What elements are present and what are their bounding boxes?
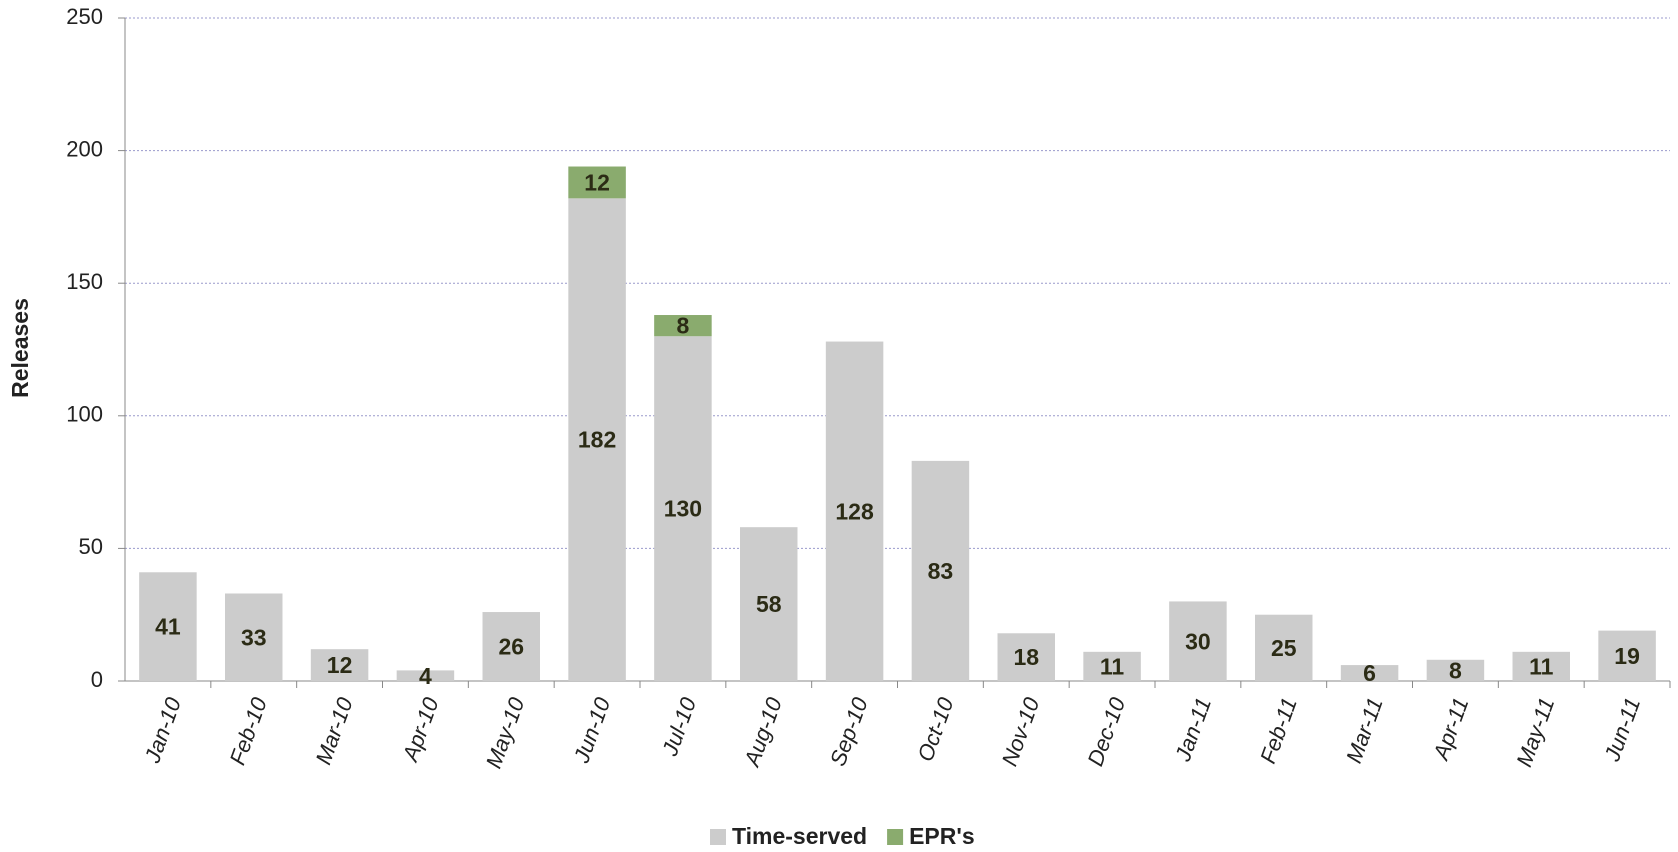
value-label: 30 <box>1185 628 1211 654</box>
bar-segment <box>1169 601 1227 681</box>
x-tick-label: Apr-10 <box>397 693 444 766</box>
x-tick-label: Mar-11 <box>1341 694 1388 766</box>
bar-segment <box>654 315 712 337</box>
y-tick-label: 0 <box>91 667 103 692</box>
x-tick-label: Nov-10 <box>997 693 1045 769</box>
bar-segment <box>1340 665 1399 681</box>
value-label: 41 <box>155 614 181 640</box>
x-tick-label: Aug-10 <box>738 693 787 771</box>
bar-segment <box>568 198 626 681</box>
value-label: 4 <box>419 663 432 689</box>
y-tick-label: 150 <box>66 269 103 294</box>
legend-label: Time-served <box>732 823 867 849</box>
value-label: 12 <box>584 170 610 196</box>
value-label: 12 <box>327 652 353 678</box>
x-tick-label: Apr-11 <box>1428 694 1474 765</box>
bar-segment <box>396 670 455 681</box>
x-tick-label: Oct-10 <box>913 693 959 764</box>
value-label: 19 <box>1614 643 1640 669</box>
bar-segment <box>224 593 283 681</box>
y-tick-label: 200 <box>66 136 103 161</box>
bar-segment <box>911 460 970 681</box>
x-tick-label: May-11 <box>1511 694 1559 770</box>
x-tick-label: Jan-11 <box>1170 694 1216 765</box>
bar-segment <box>825 341 884 681</box>
value-label: 130 <box>664 496 702 522</box>
y-axis-label: Releases <box>7 298 33 398</box>
bar-segment <box>1254 614 1313 681</box>
value-label: 6 <box>1363 660 1376 686</box>
value-label: 26 <box>498 634 524 660</box>
x-tick-label: Jan-10 <box>139 693 186 766</box>
value-label: 182 <box>578 427 616 453</box>
x-tick-label: Sep-10 <box>825 693 873 769</box>
bar-segment <box>1083 651 1141 681</box>
y-tick-label: 50 <box>79 534 103 559</box>
legend-swatch <box>887 829 904 845</box>
bar-segment <box>1512 651 1571 681</box>
x-tick-label: May-10 <box>481 693 530 771</box>
x-tick-label: Dec-10 <box>1082 693 1130 769</box>
value-label: 8 <box>1449 657 1462 683</box>
bar-segment <box>654 336 712 681</box>
value-label: 83 <box>928 558 954 584</box>
x-tick-label: Jun-11 <box>1599 694 1645 765</box>
bar-segment <box>997 633 1056 681</box>
value-label: 8 <box>677 313 690 339</box>
value-label: 18 <box>1013 644 1039 670</box>
value-label: 25 <box>1271 635 1297 661</box>
x-tick-label: Jun-10 <box>568 693 615 766</box>
bar-segment <box>1426 659 1485 681</box>
y-tick-label: 250 <box>66 4 103 29</box>
value-label: 128 <box>835 498 874 524</box>
value-label: 11 <box>1529 653 1554 679</box>
bar-segment <box>568 166 626 199</box>
value-label: 58 <box>756 591 782 617</box>
y-tick-label: 100 <box>66 402 103 427</box>
legend-label: EPR's <box>909 823 975 849</box>
x-tick-label: Feb-10 <box>225 693 273 768</box>
x-tick-label: Mar-10 <box>311 693 358 767</box>
bar-segment <box>139 572 197 681</box>
bar-segment <box>1598 630 1656 681</box>
bar-segment <box>482 612 541 681</box>
value-label: 11 <box>1100 653 1125 679</box>
value-label: 33 <box>241 624 267 650</box>
bar-segment <box>310 649 369 681</box>
legend-swatch <box>710 829 726 845</box>
bar-segment <box>739 527 798 681</box>
x-tick-label: Feb-11 <box>1255 694 1302 767</box>
x-tick-label: Jul-10 <box>657 693 702 760</box>
